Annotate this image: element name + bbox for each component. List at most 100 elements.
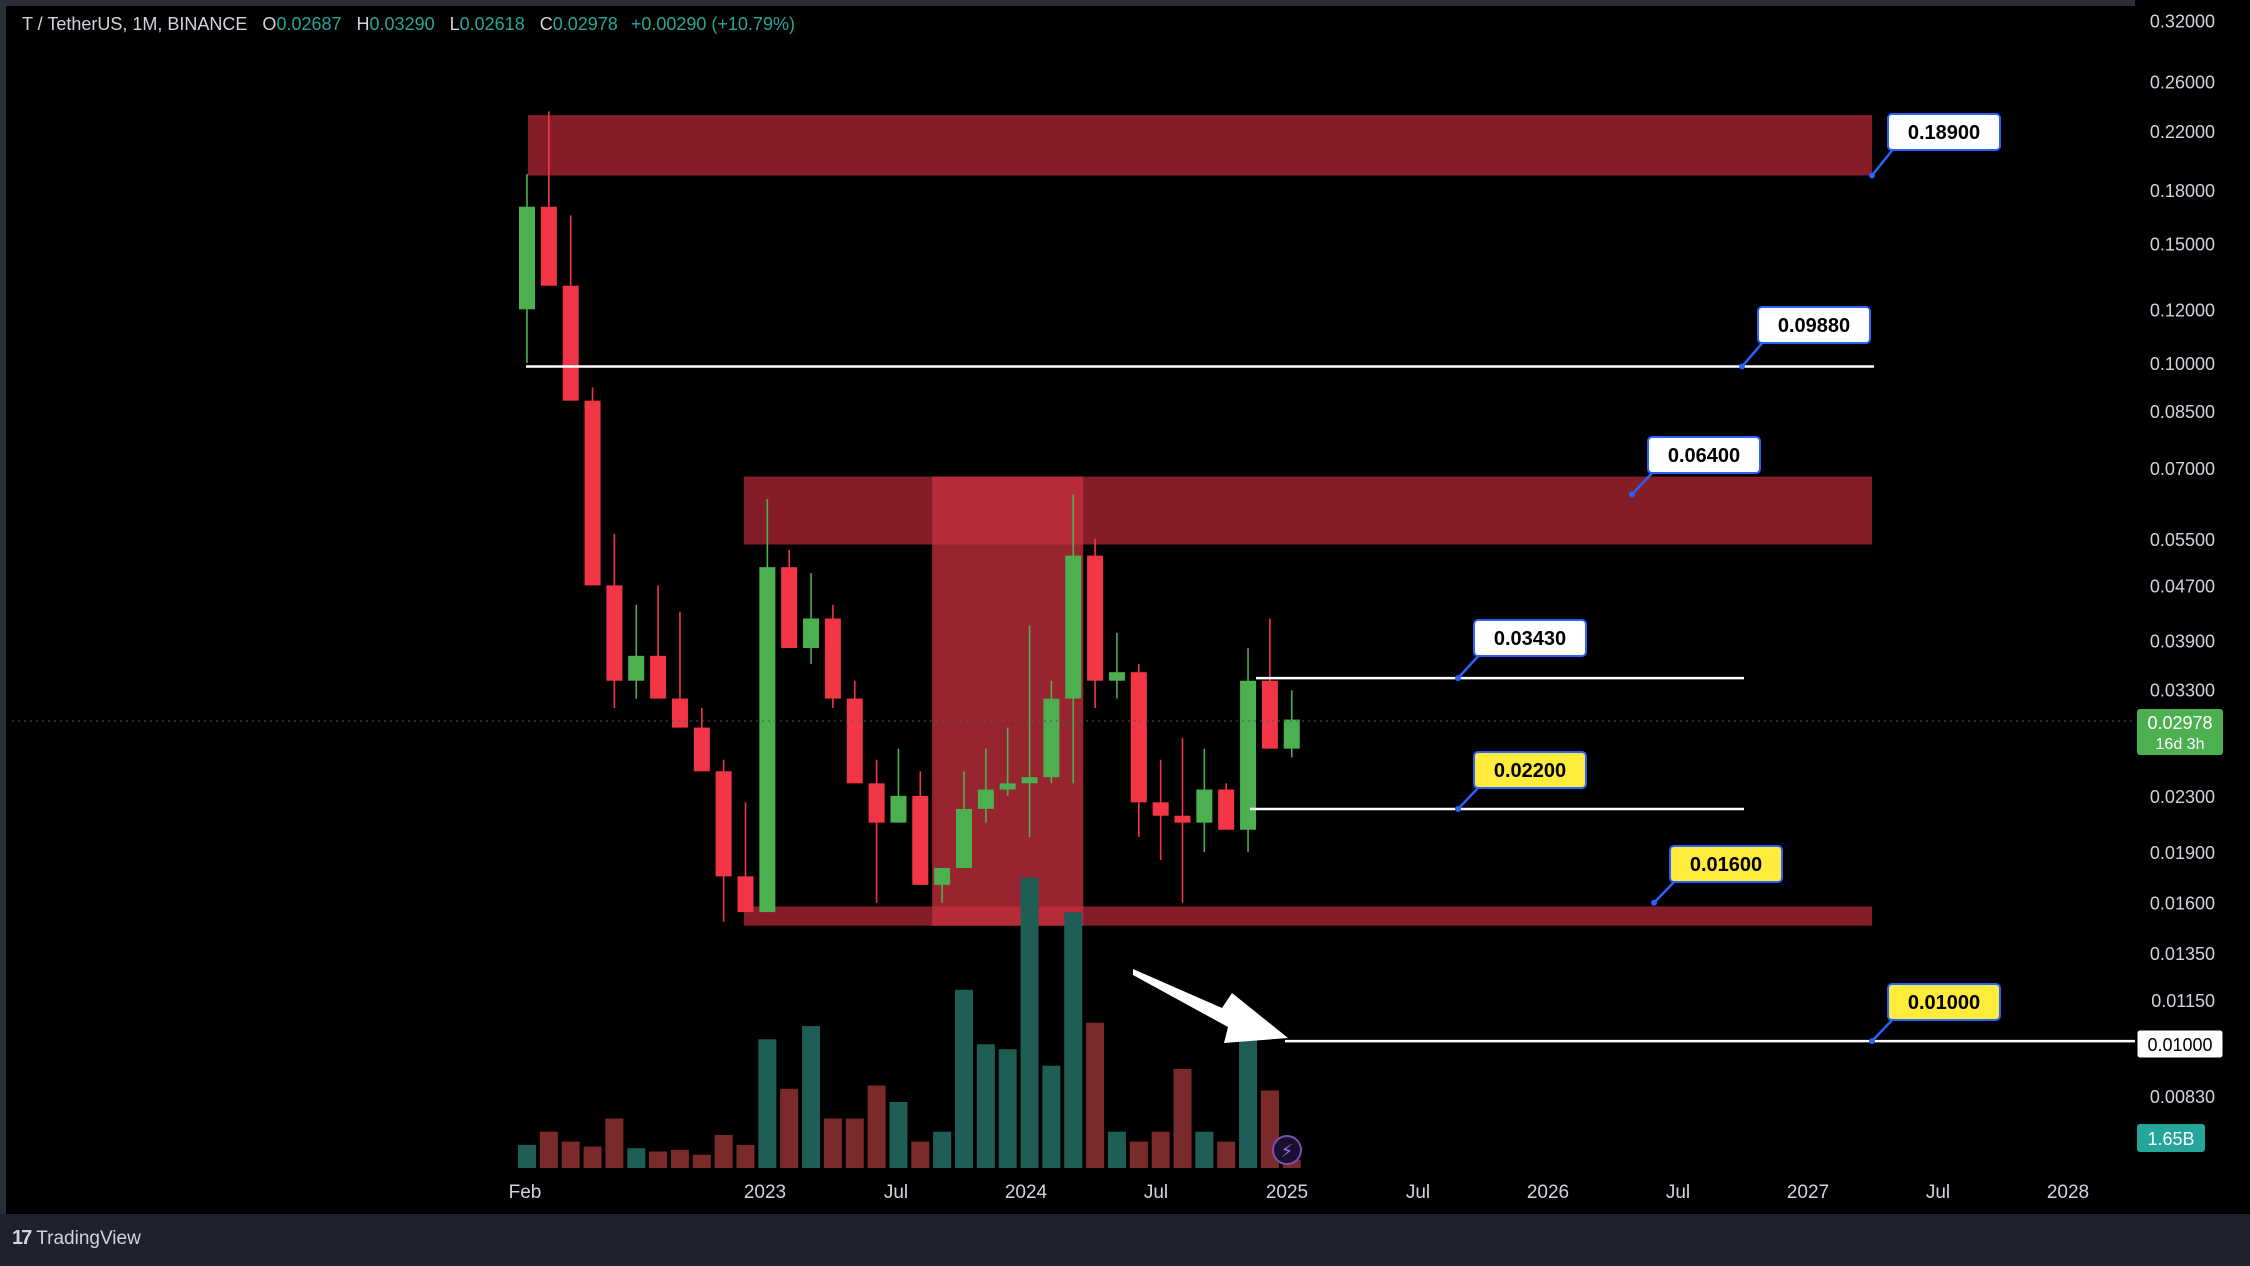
time-axis[interactable]: Feb 2023 Jul 2024 Jul 2025 Jul 2026 Jul 2027 Jul 20…: [509, 1182, 2090, 1203]
current-price-tag: 0.02978 16d 3h: [2137, 709, 2223, 755]
volume-bar: [1129, 1141, 1148, 1168]
time-tick-label: Jul: [884, 1182, 908, 1203]
current-price-value: 0.02978: [2147, 713, 2212, 733]
callout-pointer: [1871, 147, 1895, 177]
volume-layer: [518, 877, 1301, 1168]
candles-layer: [519, 111, 1300, 922]
brand-name: TradingView: [36, 1227, 141, 1249]
candle: [1196, 748, 1213, 853]
volume-bar: [867, 1085, 886, 1168]
candle-body: [715, 771, 732, 877]
volume-tag-text: 1.65B: [2147, 1129, 2194, 1149]
candle: [715, 759, 732, 922]
volume-bar: [802, 1026, 821, 1168]
volume-bar: [627, 1148, 646, 1168]
tradingview-brand[interactable]: 17 TradingView: [12, 1227, 141, 1250]
callout-box: [1757, 306, 1871, 344]
level-axis-marker-text: 0.01000: [2147, 1035, 2212, 1055]
candle: [1218, 783, 1235, 830]
candle: [977, 748, 994, 823]
volume-tag-bg: [2137, 1124, 2205, 1152]
volume-bar: [998, 1049, 1017, 1168]
price-tick-label: 0.05500: [2150, 530, 2215, 550]
symbol-legend[interactable]: T / TetherUS, 1M, BINANCE O0.02687 H0.03…: [22, 14, 795, 35]
candle-body: [737, 876, 754, 913]
candle-body: [628, 655, 645, 681]
price-tick-label: 0.32000: [2150, 11, 2215, 31]
candle: [890, 748, 907, 823]
price-tick-label: 0.26000: [2150, 73, 2215, 93]
candle-body: [803, 618, 820, 648]
candle-body: [650, 655, 667, 699]
volume-bar: [605, 1118, 624, 1168]
price-tick-label: 0.00830: [2150, 1087, 2215, 1107]
level-callout-0.06400: 0.06400: [1629, 436, 1761, 498]
candle: [671, 611, 688, 728]
volume-bar: [670, 1149, 689, 1168]
volume-bar: [1239, 1039, 1258, 1168]
level-axis-marker: 0.01000: [2136, 1029, 2224, 1059]
candle-body: [1087, 555, 1104, 681]
price-tick-label: 0.01600: [2150, 894, 2215, 914]
open-value: 0.02687: [276, 14, 342, 34]
candle: [999, 727, 1016, 796]
close-label: C: [539, 14, 553, 34]
candle: [868, 759, 885, 903]
volume-bar: [1020, 877, 1039, 1168]
candle: [824, 604, 841, 708]
time-tick-label: 2025: [1266, 1182, 1308, 1203]
candle: [759, 499, 776, 913]
candle-body: [868, 783, 885, 823]
price-axis[interactable]: 0.32000 0.26000 0.22000 0.18000 0.15000 0.120…: [2135, 0, 2250, 1214]
candle: [584, 387, 601, 586]
candle: [1108, 632, 1125, 699]
callout-anchor: [1651, 899, 1657, 906]
volume-bar: [736, 1144, 755, 1168]
candle: [1065, 494, 1082, 784]
volume-bar: [1064, 912, 1083, 1168]
price-tick-label: 0.03300: [2150, 681, 2215, 701]
candle: [1087, 539, 1104, 708]
price-tick-label: 0.15000: [2150, 235, 2215, 255]
callout-pointer: [1457, 653, 1481, 679]
candle-body: [1108, 672, 1125, 681]
level-callout-0.18900: 0.18900: [1869, 113, 2001, 179]
callout-label: 0.06400: [1668, 445, 1740, 467]
volume-bar: [911, 1141, 930, 1168]
volume-bar: [823, 1118, 842, 1168]
candle-body: [1174, 815, 1191, 823]
volume-bar: [1042, 1065, 1061, 1168]
candle: [1021, 625, 1038, 838]
price-tick-label: 0.01150: [2151, 991, 2215, 1011]
volume-bar: [1217, 1141, 1236, 1168]
volume-bar: [758, 1039, 777, 1168]
volume-bar: [1086, 1022, 1105, 1168]
lightning-icon[interactable]: ⚡: [1272, 1135, 1302, 1165]
price-tick-label: 0.10000: [2150, 354, 2215, 374]
candle-body: [1043, 698, 1060, 778]
levels-layer: 0.18900 0.09880 0.06400 0.03430 0.02200 0.016…: [526, 113, 2135, 1045]
volume-bar: [518, 1144, 536, 1168]
volume-bar: [1173, 1069, 1192, 1168]
candle: [606, 533, 623, 708]
candle-body: [956, 808, 972, 869]
candle-body: [1021, 777, 1038, 784]
candle-body: [1130, 672, 1147, 803]
volume-bar: [933, 1131, 952, 1168]
price-tags: 0.02978 16d 3h 0.01000 1.65B: [2136, 709, 2224, 1152]
time-tick-label: 2026: [1527, 1182, 1569, 1203]
arrow-shape: [1133, 969, 1288, 1043]
callout-box: [1887, 983, 2001, 1021]
callout-pointer: [1741, 340, 1765, 368]
candle-body: [934, 868, 951, 885]
time-tick-label: Jul: [1926, 1182, 1950, 1203]
close-value: 0.02978: [552, 14, 618, 34]
candle-body: [824, 618, 841, 699]
time-tick-label: Feb: [509, 1182, 542, 1203]
candle-body: [1196, 789, 1213, 823]
candle-body: [584, 400, 601, 586]
level-axis-marker-bg: [2136, 1029, 2224, 1059]
volume-bar: [1151, 1131, 1170, 1168]
price-tick-label: 0.01900: [2150, 843, 2215, 863]
